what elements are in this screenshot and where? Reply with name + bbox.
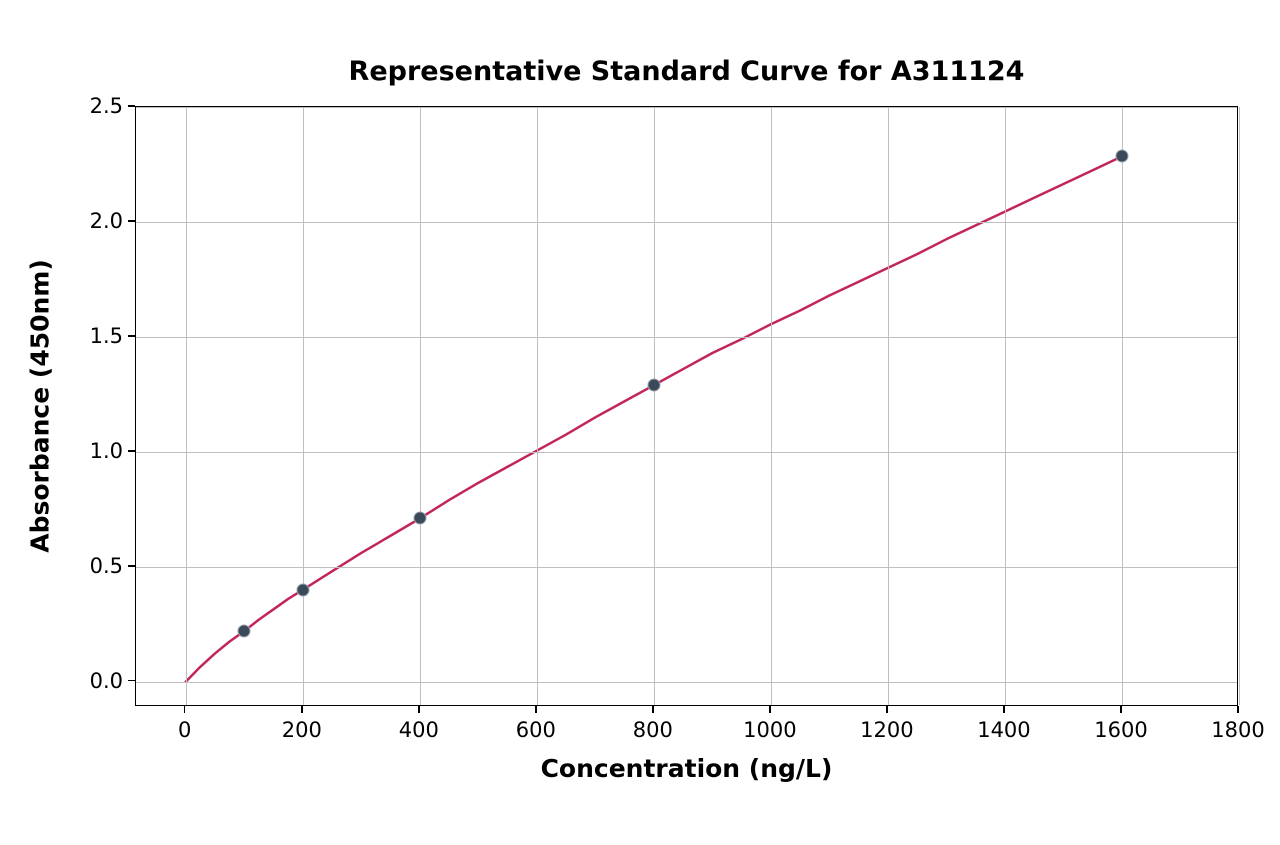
- y-gridline: [136, 452, 1237, 453]
- x-tick-label: 1400: [977, 718, 1030, 742]
- x-tick-mark: [886, 706, 888, 713]
- data-point-marker: [647, 379, 660, 392]
- x-gridline: [537, 107, 538, 705]
- y-tick-mark: [128, 335, 135, 337]
- y-tick-label: 0.0: [87, 669, 123, 693]
- x-tick-label: 400: [399, 718, 439, 742]
- y-tick-mark: [128, 565, 135, 567]
- curve-svg: [136, 107, 1239, 707]
- x-tick-label: 1000: [743, 718, 796, 742]
- y-tick-mark: [128, 220, 135, 222]
- x-tick-mark: [1237, 706, 1239, 713]
- x-gridline: [771, 107, 772, 705]
- y-gridline: [136, 337, 1237, 338]
- x-tick-label: 0: [178, 718, 191, 742]
- x-tick-label: 1200: [860, 718, 913, 742]
- x-tick-label: 600: [516, 718, 556, 742]
- y-gridline: [136, 107, 1237, 108]
- y-tick-label: 2.0: [87, 209, 123, 233]
- x-gridline: [888, 107, 889, 705]
- x-gridline: [303, 107, 304, 705]
- x-tick-label: 800: [633, 718, 673, 742]
- x-tick-label: 200: [282, 718, 322, 742]
- y-tick-mark: [128, 105, 135, 107]
- y-gridline: [136, 222, 1237, 223]
- x-gridline: [1239, 107, 1240, 705]
- x-tick-label: 1800: [1211, 718, 1264, 742]
- x-gridline: [420, 107, 421, 705]
- x-tick-mark: [535, 706, 537, 713]
- y-tick-label: 1.5: [87, 324, 123, 348]
- data-point-marker: [1115, 150, 1128, 163]
- x-tick-mark: [1003, 706, 1005, 713]
- x-axis-label: Concentration (ng/L): [541, 754, 833, 783]
- x-tick-mark: [1120, 706, 1122, 713]
- y-tick-label: 1.0: [87, 439, 123, 463]
- x-tick-mark: [184, 706, 186, 713]
- y-tick-label: 0.5: [87, 554, 123, 578]
- x-tick-mark: [301, 706, 303, 713]
- y-axis-label: Absorbance (450nm): [26, 259, 55, 553]
- x-tick-mark: [769, 706, 771, 713]
- y-tick-mark: [128, 450, 135, 452]
- data-point-marker: [413, 512, 426, 525]
- x-tick-mark: [652, 706, 654, 713]
- y-gridline: [136, 567, 1237, 568]
- x-gridline: [186, 107, 187, 705]
- data-point-marker: [238, 625, 251, 638]
- figure: Representative Standard Curve for A31112…: [0, 0, 1280, 845]
- x-gridline: [1005, 107, 1006, 705]
- x-gridline: [1122, 107, 1123, 705]
- plot-area: [135, 106, 1238, 706]
- chart-title: Representative Standard Curve for A31112…: [349, 56, 1025, 87]
- x-tick-mark: [418, 706, 420, 713]
- y-tick-label: 2.5: [87, 94, 123, 118]
- x-tick-label: 1600: [1094, 718, 1147, 742]
- y-tick-mark: [128, 680, 135, 682]
- data-point-marker: [296, 583, 309, 596]
- x-gridline: [654, 107, 655, 705]
- y-gridline: [136, 682, 1237, 683]
